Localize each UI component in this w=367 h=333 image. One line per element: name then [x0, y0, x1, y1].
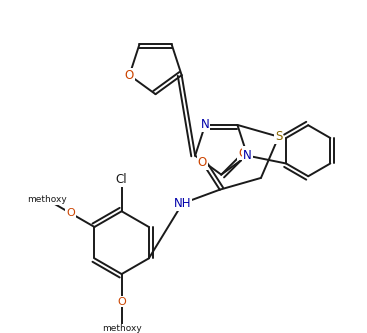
Text: O: O — [117, 296, 126, 306]
Text: O: O — [197, 156, 207, 169]
Text: O: O — [66, 208, 75, 218]
Text: O: O — [125, 69, 134, 82]
Text: N: N — [201, 119, 210, 132]
Text: Cl: Cl — [116, 173, 127, 186]
Text: N: N — [243, 149, 252, 162]
Text: methoxy: methoxy — [27, 195, 67, 204]
Text: S: S — [275, 130, 282, 143]
Text: O: O — [238, 147, 247, 160]
Text: methoxy: methoxy — [102, 324, 142, 333]
Text: NH: NH — [174, 197, 191, 210]
